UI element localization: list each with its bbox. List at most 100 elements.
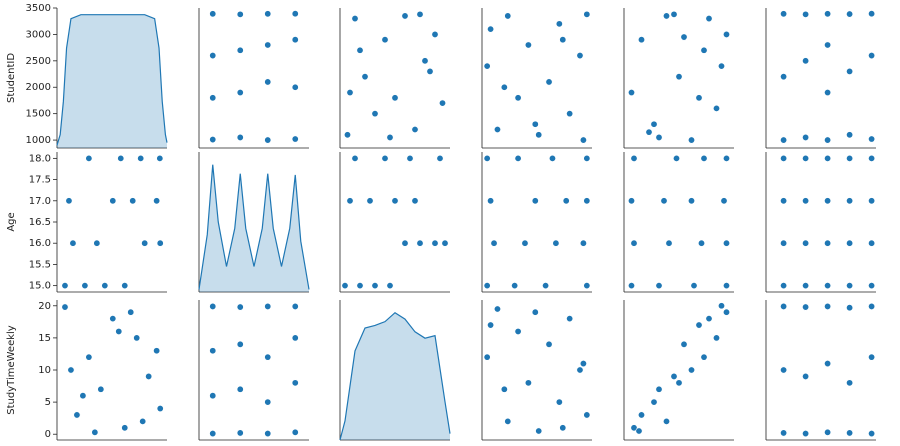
y-tick-label: 15.5 [29, 259, 51, 270]
point [583, 411, 591, 419]
point [868, 10, 876, 18]
point [802, 372, 810, 380]
point [655, 282, 663, 290]
point [514, 154, 522, 162]
point [264, 302, 272, 310]
point [655, 133, 663, 141]
point [381, 154, 389, 162]
point [717, 62, 725, 70]
panel [765, 300, 876, 441]
point [635, 427, 643, 435]
point [67, 366, 75, 374]
point [209, 302, 217, 310]
point [109, 197, 117, 205]
point [535, 131, 543, 139]
point [583, 197, 591, 205]
point [421, 57, 429, 65]
point [846, 282, 854, 290]
y-tick-label: 18.0 [29, 153, 51, 164]
point [655, 385, 663, 393]
point [650, 398, 658, 406]
point [824, 41, 832, 49]
point [137, 154, 145, 162]
point [630, 424, 638, 432]
y-tick-label: 17.0 [29, 196, 51, 207]
y-tick-label: 10 [38, 365, 51, 376]
point [391, 197, 399, 205]
point [705, 315, 713, 323]
point [583, 10, 591, 18]
point [545, 78, 553, 86]
point [209, 430, 217, 438]
point [531, 308, 539, 316]
point [780, 10, 788, 18]
point [542, 282, 550, 290]
panel: 0 5 10 15 20 StudyTimeWeekly [6, 300, 167, 441]
y-tick-label: 16.5 [29, 217, 51, 228]
point [514, 327, 522, 335]
point [493, 126, 501, 134]
point [511, 282, 519, 290]
panel [481, 300, 592, 441]
point [236, 303, 244, 311]
y-axis-label: StudentID [6, 53, 17, 103]
point [824, 136, 832, 144]
point [97, 385, 105, 393]
point [675, 379, 683, 387]
point [490, 239, 498, 247]
point [521, 239, 529, 247]
point [291, 379, 299, 387]
point [504, 417, 512, 425]
point [670, 372, 678, 380]
point [411, 197, 419, 205]
point [802, 10, 810, 18]
point [630, 154, 638, 162]
point [121, 424, 129, 432]
point [141, 239, 149, 247]
y-tick-label: 17.5 [29, 175, 51, 186]
point [637, 411, 645, 419]
point [416, 239, 424, 247]
point [531, 197, 539, 205]
point [133, 334, 141, 342]
point [846, 10, 854, 18]
point [868, 302, 876, 310]
point [868, 353, 876, 361]
point [722, 282, 730, 290]
point [846, 197, 854, 205]
point [722, 308, 730, 316]
point [824, 89, 832, 97]
point [680, 33, 688, 41]
panel [623, 152, 734, 293]
point [524, 379, 532, 387]
point [712, 334, 720, 342]
point [695, 94, 703, 102]
point [846, 429, 854, 437]
point [559, 424, 567, 432]
point [780, 197, 788, 205]
point [712, 104, 720, 112]
point [700, 154, 708, 162]
point [504, 12, 512, 20]
point [637, 36, 645, 44]
point [579, 239, 587, 247]
point [846, 239, 854, 247]
point [69, 239, 77, 247]
point [824, 197, 832, 205]
y-axis-label: Age [6, 212, 17, 231]
point [802, 239, 810, 247]
point [356, 46, 364, 54]
point [802, 154, 810, 162]
point [109, 315, 117, 323]
point [264, 78, 272, 86]
point [145, 372, 153, 380]
point [406, 154, 414, 162]
point [697, 239, 705, 247]
point [209, 347, 217, 355]
point [824, 154, 832, 162]
point [680, 340, 688, 348]
panel [481, 8, 592, 149]
point [555, 398, 563, 406]
y-tick-label: 3000 [26, 29, 51, 40]
